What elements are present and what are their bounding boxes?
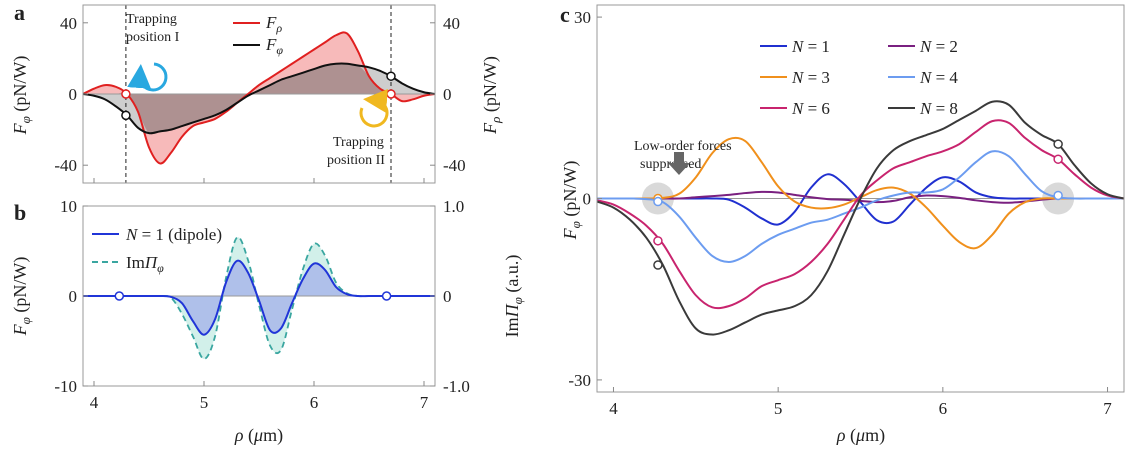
legend-label-n-4: N = 4 — [919, 68, 958, 87]
marker-a-1 — [121, 89, 131, 99]
ytick-label-left-a-40: 40 — [60, 14, 77, 33]
legend-label-n-6-value: = 6 — [803, 99, 830, 118]
annotation-2-line-1: Trapping — [333, 135, 384, 150]
legend-label-n-2: N = 2 — [919, 37, 958, 56]
legend-label-n-1-var: N — [791, 37, 805, 56]
legend-label-n-2-value: = 2 — [931, 37, 958, 56]
panel-b: b 4 5 6 7 -10 0 10 -1.0 0 1.0 N = 1 (dipole) ImΠφ… — [10, 197, 525, 446]
ytick-label-right-b-1: 1.0 — [443, 197, 464, 216]
marker-a-3 — [386, 89, 396, 99]
ytick-label-left-c-0: 0 — [583, 190, 592, 209]
ytick-label-left-b-0: 0 — [69, 287, 78, 306]
legend-label-n-1: N = 1 — [791, 37, 830, 56]
annotation-trapping-position-1: Trapping position I — [126, 12, 180, 92]
series-line-n-2-c — [597, 190, 1124, 204]
panel-a-ylabel-left: Fφ (pN/W) — [10, 56, 33, 136]
ytick-label-right-a-40: -40 — [443, 156, 466, 175]
xtick-label-c-5: 5 — [774, 399, 783, 418]
panel-a-legend: Fρ Fφ — [233, 13, 283, 57]
xtick-label-b-6: 6 — [310, 393, 319, 412]
marker-c-2 — [653, 196, 663, 207]
area-overlap-a — [83, 63, 435, 135]
ytick-label-left-b-10: -10 — [54, 377, 77, 396]
annotation-1-line-1: Trapping — [126, 12, 177, 27]
ytick-label-left-a-40: -40 — [54, 156, 77, 175]
legend-label-im-pi: ImΠφ — [126, 253, 164, 275]
ytick-label-left-c-30: -30 — [568, 371, 591, 390]
panel-b-ylabel-right: ImΠφ (a.u.) — [502, 255, 525, 338]
ytick-label-right-a-40: 40 — [443, 14, 460, 33]
xtick-label-c-6: 6 — [939, 399, 948, 418]
panel-a-ylabel-right: Fρ (pN/W) — [480, 56, 503, 135]
marker-a-2 — [121, 110, 131, 121]
marker-c-6 — [1053, 154, 1063, 164]
legend-label-n-8-value: = 8 — [931, 99, 958, 118]
legend-label-n-1-value: = 1 — [803, 37, 830, 56]
annotation-low-order: Low-order forces suppressed — [634, 139, 732, 175]
marker-c-7 — [1053, 139, 1063, 149]
legend-label-f-phi: Fφ — [265, 35, 283, 57]
xtick-label-b-4: 4 — [90, 393, 99, 412]
rotation-arrow-blue-icon — [127, 62, 168, 92]
legend-label-f-phi-sub: φ — [276, 43, 283, 57]
legend-label-n-8-var: N — [919, 99, 933, 118]
series-line-n-8-c — [597, 100, 1124, 336]
panel-label-c: c — [560, 2, 570, 27]
marker-b-2 — [381, 291, 392, 301]
xtick-label-b-5: 5 — [200, 393, 209, 412]
annotation-2-line-2: position II — [327, 153, 385, 168]
ytick-label-left-c-30: 30 — [574, 8, 591, 27]
series-line-n-6-c — [597, 119, 1124, 310]
legend-label-n-8: N = 8 — [919, 99, 958, 118]
panel-label-a: a — [14, 0, 25, 25]
xtick-label-c-7: 7 — [1103, 399, 1112, 418]
ytick-label-right-a-0: 0 — [443, 85, 452, 104]
legend-label-dipole: N = 1 (dipole) — [125, 225, 222, 244]
legend-label-n-3: N = 3 — [791, 68, 830, 87]
series-line-n-4-c — [597, 150, 1124, 263]
panel-c-xlabel: ρ (μm) — [836, 425, 885, 446]
annotation-low-order-line-1: Low-order forces — [634, 139, 732, 154]
legend-label-f-rho: Fρ — [265, 13, 282, 35]
series-line-f-a — [83, 62, 435, 135]
legend-label-n-2-var: N — [919, 37, 933, 56]
legend-label-n-3-var: N — [791, 68, 805, 87]
marker-c-5 — [1053, 190, 1063, 201]
marker-c-3 — [653, 236, 663, 246]
xtick-label-c-4: 4 — [609, 399, 618, 418]
xtick-label-b-7: 7 — [420, 393, 429, 412]
legend-label-n-4-var: N — [919, 68, 933, 87]
marker-a-4 — [386, 71, 396, 81]
legend-label-n-6-var: N — [791, 99, 805, 118]
legend-label-n-4-value: = 4 — [931, 68, 958, 87]
legend-label-n-3-value: = 3 — [803, 68, 830, 87]
panel-a: a -40 0 40 -40 0 40 Fρ Fφ Trapping position I… — [10, 0, 503, 184]
ytick-label-left-a-0: 0 — [69, 85, 78, 104]
panel-c-ylabel: Fφ (pN/W) — [560, 161, 583, 241]
annotation-trapping-position-2: Trapping position II — [327, 88, 389, 168]
rotation-arrow-yellow-icon — [359, 88, 389, 128]
ytick-label-right-b-1: -1.0 — [443, 377, 470, 396]
series-line-dipole-b — [83, 259, 435, 336]
panel-b-ylabel-left: Fφ (pN/W) — [10, 257, 33, 337]
ytick-label-left-b-10: 10 — [60, 197, 77, 216]
legend-label-f-rho-sub: ρ — [275, 21, 282, 35]
area-f-a — [83, 63, 435, 134]
down-arrow-icon — [668, 152, 690, 175]
marker-c-4 — [653, 260, 663, 270]
panel-b-xlabel: ρ (μm) — [234, 425, 283, 446]
marker-b-1 — [114, 291, 125, 301]
annotation-1-line-2: position I — [126, 30, 180, 45]
panel-label-b: b — [14, 200, 26, 225]
ytick-label-right-b-0: 0 — [443, 287, 452, 306]
panel-b-legend: N = 1 (dipole) ImΠφ — [92, 225, 222, 275]
legend-label-n-6: N = 6 — [791, 99, 830, 118]
series-line-f-a — [83, 31, 435, 165]
